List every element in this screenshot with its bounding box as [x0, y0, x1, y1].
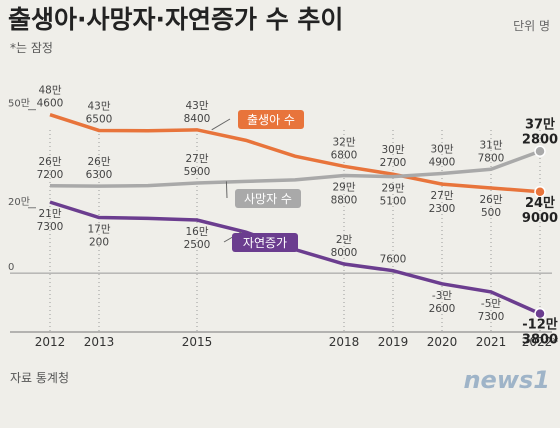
y-tick-label: 0 — [8, 262, 14, 273]
legend-label: 출생아 수 — [247, 113, 295, 127]
legend-label: 자연증가 — [243, 236, 287, 250]
data-label: 26만 7200 — [37, 156, 64, 181]
data-label: 16만 2500 — [184, 226, 211, 251]
line — [49, 149, 541, 188]
data-label: 32만 6800 — [331, 136, 358, 161]
line — [49, 200, 541, 316]
x-tick-label: 2022* — [522, 335, 559, 349]
end-point — [534, 186, 546, 198]
x-tick-label: 2021 — [476, 335, 507, 349]
end-point — [534, 145, 546, 158]
note: *는 잠정 — [10, 41, 53, 55]
data-label: 43만 6500 — [86, 100, 113, 125]
y-tick-label: 20만 — [8, 196, 30, 208]
legend-connector — [211, 118, 231, 131]
x-tick-label: 2019 — [378, 335, 409, 349]
data-label: 37만 2800 — [522, 116, 558, 147]
data-label: 7600 — [380, 254, 407, 266]
data-label: 21만 7300 — [37, 208, 64, 233]
data-label: 30만 4900 — [429, 143, 456, 168]
chart-title: 출생아·사망자·자연증가 수 추이 — [8, 5, 343, 34]
x-tick-label: 2012 — [35, 335, 66, 349]
data-label: -3만 2600 — [429, 290, 456, 315]
source: 자료 통계청 — [10, 371, 69, 385]
x-tick-label: 2020 — [427, 335, 458, 349]
x-tick-label: 2013 — [84, 335, 115, 349]
data-label: 48만 4600 — [37, 85, 64, 110]
data-label: 17만 200 — [87, 224, 110, 249]
legend-box — [232, 233, 298, 252]
data-label: 26만 6300 — [86, 156, 113, 181]
data-label: -5만 7300 — [478, 298, 505, 323]
unit: 단위 명 — [513, 19, 550, 33]
data-label: 29만 8800 — [331, 181, 358, 206]
end-point — [534, 307, 546, 320]
legend-box — [238, 110, 304, 129]
data-label: 30만 2700 — [380, 144, 407, 169]
logo: news1 — [463, 366, 550, 394]
data-label: 26만 500 — [479, 194, 502, 219]
data-label: 29만 5100 — [380, 183, 407, 208]
legend-label: 사망자 수 — [244, 192, 292, 206]
data-label: 2만 8000 — [331, 234, 358, 259]
x-tick-label: 2015 — [182, 335, 213, 349]
y-tick-label: 50만 — [8, 98, 30, 110]
data-label: 31만 7800 — [478, 139, 505, 164]
line — [49, 113, 541, 194]
data-label: 27만 5900 — [184, 153, 211, 178]
x-tick-label: 2018 — [329, 335, 360, 349]
data-label: -12만 3800 — [522, 317, 558, 348]
data-label: 27만 2300 — [429, 190, 456, 215]
legend-box — [235, 189, 301, 208]
data-label: 24만 9000 — [522, 195, 558, 226]
legend-connector — [225, 181, 228, 199]
data-label: 43만 8400 — [184, 100, 211, 125]
